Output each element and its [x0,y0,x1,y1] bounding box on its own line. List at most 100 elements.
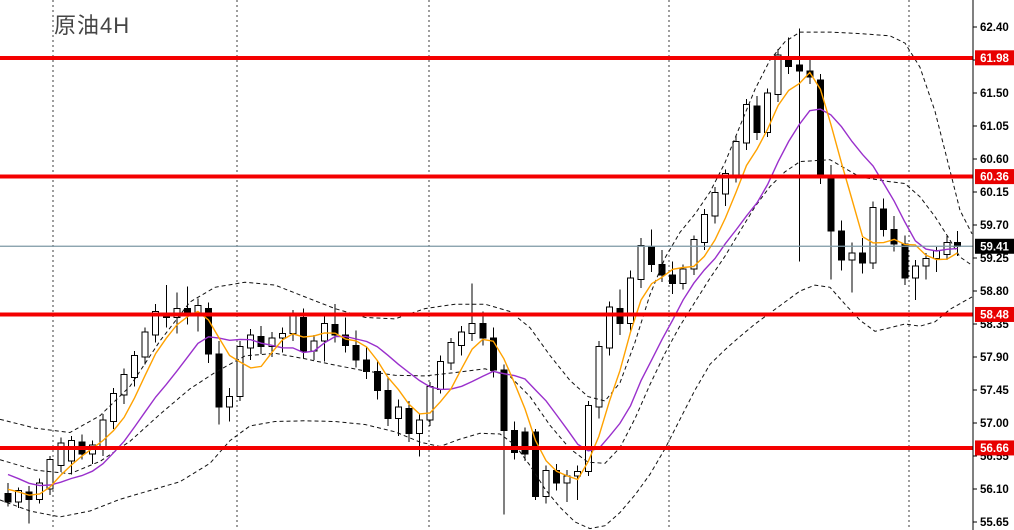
candle-down [521,431,529,455]
axis-tick-label: 58.80 [980,286,1009,298]
axis-tick-label: 55.65 [980,517,1009,529]
candle-up [110,393,117,423]
level-price-badge-bg [975,440,1014,456]
candle-up [774,54,782,95]
candle-down [500,369,508,431]
current-price-badge-text: 59.41 [980,241,1009,253]
level-price-badge-text: 56.66 [980,443,1009,455]
candle-up [268,337,276,348]
candle-down [859,252,867,264]
axis-tick-label: 61.50 [980,88,1009,100]
candle-down [880,208,888,230]
candle-down [331,324,339,336]
candle-down [479,322,487,339]
chart-title: 原油4H [54,13,131,38]
level-price-badge: 56.66 [975,440,1014,456]
candle-down [890,228,898,245]
candle-down [373,371,381,392]
current-price-badge-bg [975,238,1014,254]
level-price-badge-text: 60.36 [980,172,1009,184]
axis-tick-label: 57.00 [980,418,1009,430]
candle-up [542,470,550,497]
axis-tick-label: 57.90 [980,352,1009,364]
candle-down [753,105,761,134]
candle-up [15,489,23,503]
candle-up [764,92,772,134]
candle-up [605,306,613,349]
bollinger-bands [0,31,973,530]
candle-up [732,140,740,176]
candle-up [922,258,930,267]
axis-tick-label: 58.35 [980,319,1009,331]
candle-up [595,346,603,408]
axis-tick-label: 59.70 [980,220,1009,232]
axis-tick-label: 57.45 [980,385,1009,397]
candle-up [584,404,592,472]
candle-up [99,419,107,450]
candle-down [257,335,265,348]
ma-slow-line [7,108,958,487]
candle-up [711,192,719,217]
level-price-badge-text: 61.98 [980,53,1009,65]
candle-up [247,334,255,349]
level-price-badge: 60.36 [975,169,1014,185]
candle-down [806,70,814,78]
candle-down [837,230,845,261]
axis-tick-label: 61.05 [980,121,1009,133]
level-price-badge-bg [975,306,1014,322]
candle-up [932,250,940,260]
candle-down [204,308,212,355]
candle-up [46,459,54,490]
candle-down [363,359,371,373]
candle-down [4,492,12,503]
candle-up [289,315,297,335]
candle-up [679,268,687,285]
candle-up [236,346,244,398]
candle-down [405,407,413,434]
candle-up [447,341,455,364]
axis-tick-label: 60.60 [980,154,1009,166]
band-middle [0,159,973,475]
candle-down [795,64,803,72]
candle-down [532,431,539,497]
candle-up [743,104,750,144]
level-price-badge-text: 58.48 [980,309,1009,321]
candle-down [299,316,307,352]
level-price-badge: 58.48 [975,306,1014,322]
level-lines [0,55,973,450]
candle-down [827,176,835,232]
axis-tick-label: 56.10 [980,484,1009,496]
candle-down [648,246,656,266]
candle-up [57,442,65,467]
level-price-badge: 61.98 [975,50,1014,66]
band-upper [0,31,973,434]
candle-up [141,331,149,358]
candle-down [658,264,666,276]
candle-up [690,239,698,270]
current-price-badge: 59.41 [975,238,1014,254]
band-lower [0,284,973,530]
ma-fast-line [7,71,958,496]
candle-up [152,311,160,336]
candle-up [626,277,634,324]
level-price-badge-bg [975,50,1014,66]
candle-up [394,406,402,420]
candle-down [215,353,223,408]
candle-up [321,322,328,342]
candle-up [468,322,476,335]
candle-down [669,274,677,285]
level-price-badge-bg [975,169,1014,185]
candle-up [415,419,423,434]
candle-up [869,206,877,264]
candle-up [721,173,729,195]
grid-lines [52,0,910,530]
axis-tick-label: 59.25 [980,253,1009,265]
candle-down [510,429,518,453]
axis-tick-label: 60.15 [980,187,1009,199]
candle-up [226,396,234,408]
candle-up [120,374,128,396]
candle-up [458,331,466,346]
candle-up [131,355,139,379]
